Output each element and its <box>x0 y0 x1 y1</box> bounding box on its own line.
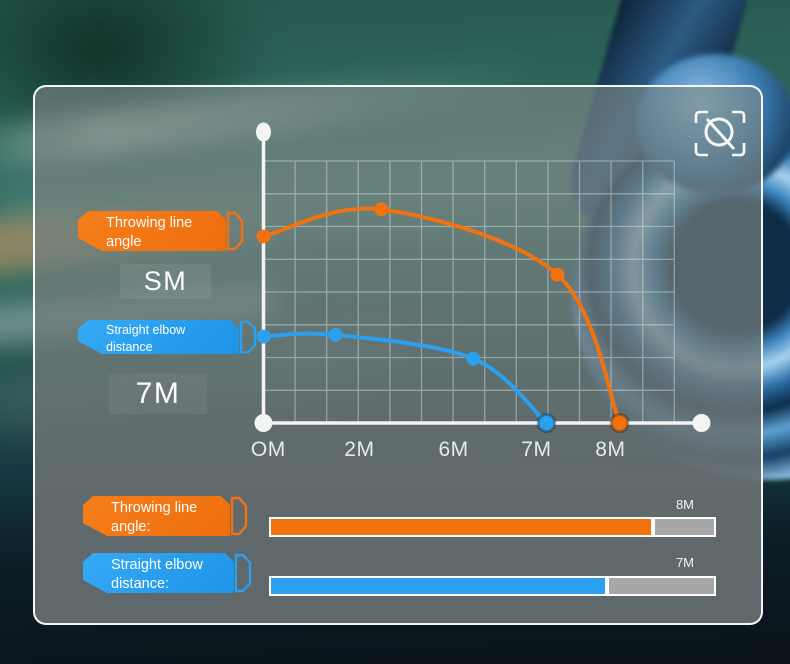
legend-tag-throwing-line-angle: Throwing line angle <box>78 211 244 252</box>
meter-label-line2: angle: <box>111 519 151 535</box>
progress-bar-throwing <box>269 517 716 537</box>
progress-track <box>654 519 714 535</box>
progress-divider <box>605 578 610 594</box>
meter-tag-throwing-line-angle: Throwing line angle: <box>83 496 248 537</box>
tag-bracket-icon <box>234 553 252 593</box>
legend-value-text: 7M <box>135 377 181 410</box>
legend-label-line1: Straight elbow <box>106 323 186 337</box>
meter-tag-straight-elbow: Straight elbow distance: <box>83 553 252 594</box>
tag-background <box>83 496 230 536</box>
legend-value-elbow: 7M <box>109 374 207 414</box>
meter-value-elbow: 7M <box>675 555 694 570</box>
line-chart: OM 2M 6M 7M 8M <box>251 122 711 461</box>
meter-label-line1: Throwing line <box>111 500 198 516</box>
x-tick-label: 8M <box>595 438 625 461</box>
legend-label-line1: Throwing line <box>106 215 193 231</box>
legend-value-throwing: SM <box>120 264 211 299</box>
tag-bracket-icon <box>226 211 244 251</box>
meter-label-line1: Straight elbow <box>111 557 203 573</box>
progress-divider <box>650 519 655 535</box>
progress-fill <box>271 578 606 594</box>
legend-tag-straight-elbow: Straight elbow distance <box>78 320 257 356</box>
legend-label: Throwing line angle <box>78 211 226 252</box>
x-tick-label: 2M <box>344 438 374 461</box>
progress-bar-elbow <box>269 576 716 596</box>
tag-background <box>83 553 234 593</box>
no-camera-focus-icon[interactable] <box>694 110 746 157</box>
no-photo-crosshair-icon <box>694 110 746 157</box>
x-tick-label: 7M <box>521 438 551 461</box>
info-panel: OM 2M 6M 7M 8M Throwing line angle <box>33 85 763 625</box>
x-tick-label: OM <box>251 438 286 461</box>
progress-fill <box>271 519 651 535</box>
meter-label: Straight elbow distance: <box>83 553 234 594</box>
meter-label: Throwing line angle: <box>83 496 230 537</box>
tag-background <box>78 211 226 251</box>
tag-background <box>78 320 239 354</box>
progress-track <box>609 578 714 594</box>
tag-bracket-icon <box>230 496 248 536</box>
meter-value-throwing: 8M <box>675 497 694 512</box>
legend-label-line2: angle <box>106 234 142 250</box>
tag-bracket-icon <box>239 320 257 354</box>
legend-label: Straight elbow distance <box>78 320 239 356</box>
legend-label-line2: distance <box>106 340 153 354</box>
x-tick-label: 6M <box>439 438 469 461</box>
meter-label-line2: distance: <box>111 576 170 592</box>
legend-value-text: SM <box>143 266 188 296</box>
